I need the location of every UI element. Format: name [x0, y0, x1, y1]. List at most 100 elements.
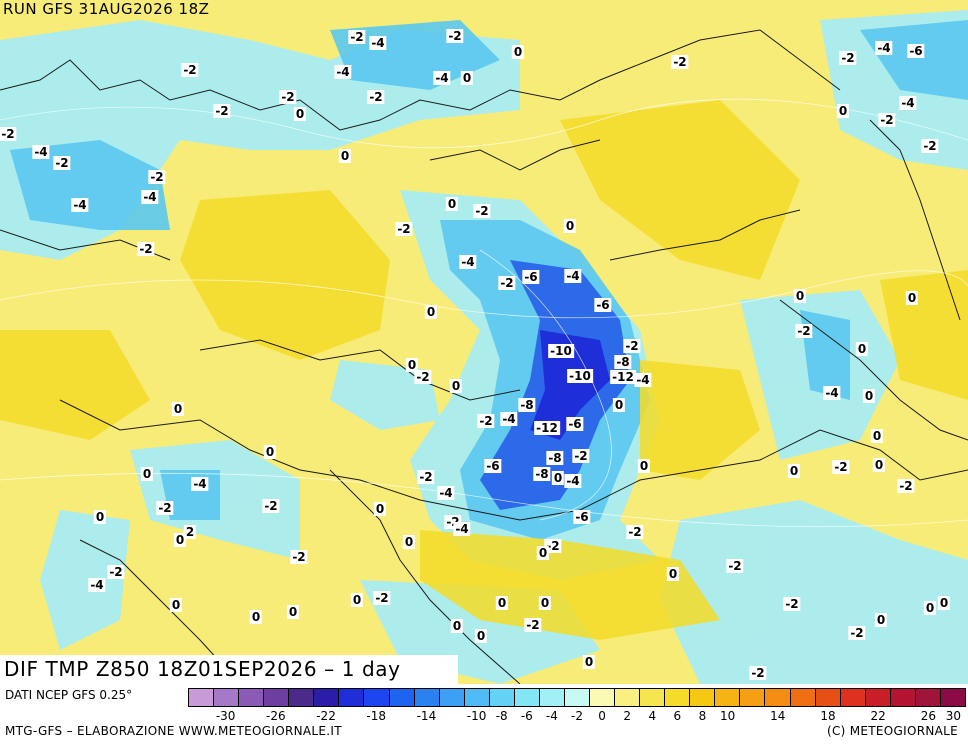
contour-label: 0	[905, 291, 919, 305]
contour-label: -2	[348, 30, 366, 44]
legend-swatch	[890, 689, 916, 706]
contour-label: -2	[498, 276, 516, 290]
legend-swatch	[539, 689, 565, 706]
contour-label: -4	[459, 255, 477, 269]
contour-label: 0	[173, 533, 187, 547]
contour-label: -2	[367, 90, 385, 104]
credits-right: (C) METEOGIORNALE	[826, 724, 958, 738]
legend-swatch	[389, 689, 415, 706]
contour-label: 0	[402, 535, 416, 549]
contour-label: -4	[899, 96, 917, 110]
contour-label: -2	[181, 63, 199, 77]
legend-tick-label: 6	[673, 709, 682, 723]
contour-label: 0	[286, 605, 300, 619]
data-source: DATI NCEP GFS 0.25°	[5, 688, 133, 702]
contour-label: -2	[832, 460, 850, 474]
legend-swatch	[740, 689, 766, 706]
contour-label: 0	[538, 596, 552, 610]
contour-label: -10	[548, 344, 574, 358]
contour-label: -10	[567, 369, 593, 383]
contour-label: -6	[566, 417, 584, 431]
legend-tick-label: -18	[366, 709, 387, 723]
contour-label: 0	[787, 464, 801, 478]
legend-swatch	[464, 689, 490, 706]
contour-label: -6	[594, 298, 612, 312]
contour-label: -4	[369, 36, 387, 50]
contour-label: 0	[872, 458, 886, 472]
contour-label: -2	[395, 222, 413, 236]
temperature-anomaly-map[interactable]: RUN GFS 31AUG2026 18Z -2 -4 -2 0 -2 -4 -4 0 -2 -2…	[0, 0, 968, 684]
contour-label: -4	[88, 578, 106, 592]
contour-label: 0	[350, 593, 364, 607]
contour-label: -6	[573, 510, 591, 524]
legend-swatch	[414, 689, 440, 706]
contour-label: 0	[551, 471, 565, 485]
contour-label: -8	[518, 398, 536, 412]
contour-label: -4	[875, 41, 893, 55]
contour-label: -4	[191, 477, 209, 491]
legend-tick-label: -10	[466, 709, 487, 723]
warm-anomaly-patches	[0, 100, 968, 640]
legend-tick-label: 22	[870, 709, 886, 723]
map-field	[0, 10, 968, 684]
legend-tick-label: 18	[820, 709, 836, 723]
contour-label: 0	[140, 467, 154, 481]
contour-label: -4	[141, 190, 159, 204]
color-legend	[188, 688, 966, 707]
contour-label: -2	[53, 156, 71, 170]
contour-label: -2	[417, 470, 435, 484]
contour-label: 0	[862, 389, 876, 403]
contour-label: -2	[0, 127, 17, 141]
contour-label: 0	[855, 342, 869, 356]
legend-swatch	[690, 689, 716, 706]
legend-tick-label: 0	[598, 709, 606, 723]
legend-swatch	[239, 689, 265, 706]
contour-label: -6	[484, 459, 502, 473]
contour-label: -2	[137, 242, 155, 256]
contour-label: -2	[473, 204, 491, 218]
contour-label: -6	[907, 44, 925, 58]
contour-label: 0	[450, 619, 464, 633]
contour-label: -4	[564, 269, 582, 283]
legend-swatch	[489, 689, 515, 706]
legend-tick-label: 8	[698, 709, 707, 723]
contour-label: 0	[171, 402, 185, 416]
contour-label: -6	[522, 270, 540, 284]
contour-label: -4	[500, 412, 518, 426]
contour-label: -4	[453, 522, 471, 536]
legend-tick-label: 30	[945, 709, 962, 723]
contour-label: -2	[921, 139, 939, 153]
legend-tick-label: 4	[648, 709, 657, 723]
contour-label: 0	[373, 502, 387, 516]
contour-label: -2	[446, 29, 464, 43]
legend-swatch	[815, 689, 841, 706]
contour-label: -2	[795, 324, 813, 338]
contour-label: 0	[93, 510, 107, 524]
contour-label: -4	[823, 386, 841, 400]
contour-label: 0	[923, 601, 937, 615]
legend-swatch	[514, 689, 540, 706]
legend-swatch	[189, 689, 215, 706]
contour-label: -2	[524, 618, 542, 632]
contour-label: -12	[610, 370, 636, 384]
contour-label: 0	[495, 596, 509, 610]
legend-swatch	[564, 689, 590, 706]
legend-tick-label: -2	[571, 709, 583, 723]
legend-tick-label: -14	[416, 709, 437, 723]
contour-label: -2	[623, 339, 641, 353]
legend-tick-label: -8	[495, 709, 508, 723]
legend-swatch	[940, 689, 965, 706]
contour-label: 0	[563, 219, 577, 233]
contour-label: -2	[279, 90, 297, 104]
legend-swatch	[264, 689, 290, 706]
contour-label: 0	[582, 655, 596, 669]
contour-label: -2	[373, 591, 391, 605]
contour-label: -8	[546, 451, 564, 465]
legend-swatch	[765, 689, 791, 706]
contour-label: 0	[424, 305, 438, 319]
contour-label: 0	[449, 379, 463, 393]
contour-label: -2	[414, 370, 432, 384]
legend-swatch	[665, 689, 691, 706]
legend-swatch	[840, 689, 866, 706]
contour-label: -12	[534, 421, 560, 435]
